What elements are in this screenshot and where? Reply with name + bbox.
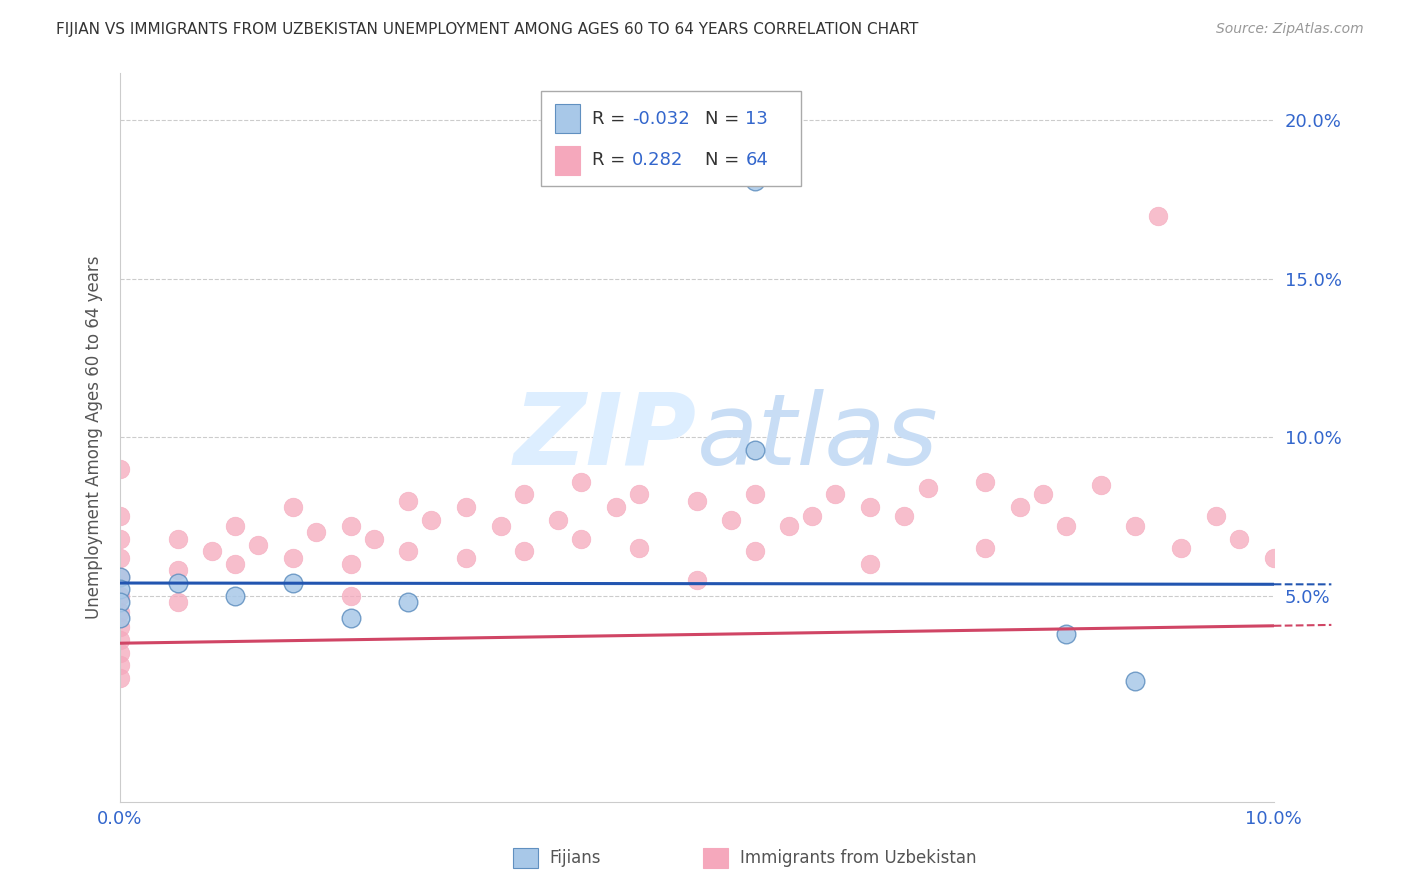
Point xyxy=(396,544,419,558)
Text: 0.282: 0.282 xyxy=(633,152,683,169)
Text: 13: 13 xyxy=(745,110,768,128)
Point xyxy=(108,646,131,660)
Point xyxy=(824,487,846,501)
Point xyxy=(363,532,385,546)
FancyBboxPatch shape xyxy=(541,91,800,186)
Point xyxy=(108,532,131,546)
Point xyxy=(108,570,131,584)
Point xyxy=(108,633,131,648)
Point xyxy=(744,174,766,188)
Point xyxy=(1123,674,1146,689)
Point xyxy=(628,541,651,556)
Point xyxy=(744,442,766,457)
Point xyxy=(1054,519,1077,533)
Point xyxy=(513,487,536,501)
Point xyxy=(974,475,997,489)
Point xyxy=(281,576,304,591)
Point xyxy=(859,557,882,571)
Text: Fijians: Fijians xyxy=(550,849,602,867)
Bar xyxy=(555,104,581,134)
Point xyxy=(108,462,131,476)
Point xyxy=(744,544,766,558)
Point xyxy=(1205,509,1227,524)
Text: N =: N = xyxy=(704,152,745,169)
Point xyxy=(605,500,627,514)
Point xyxy=(108,611,131,625)
Point xyxy=(859,500,882,514)
Point xyxy=(224,557,246,571)
Point xyxy=(305,525,328,540)
Point xyxy=(489,519,512,533)
Point xyxy=(108,509,131,524)
Text: ZIP: ZIP xyxy=(513,389,697,486)
Point xyxy=(166,563,188,577)
Point xyxy=(744,487,766,501)
Point xyxy=(1147,209,1170,223)
Y-axis label: Unemployment Among Ages 60 to 64 years: Unemployment Among Ages 60 to 64 years xyxy=(86,255,103,619)
Point xyxy=(108,605,131,619)
Text: Immigrants from Uzbekistan: Immigrants from Uzbekistan xyxy=(740,849,976,867)
Point xyxy=(513,544,536,558)
Point xyxy=(339,557,361,571)
Point xyxy=(224,519,246,533)
Point xyxy=(420,513,443,527)
Point xyxy=(778,519,800,533)
Point xyxy=(547,513,569,527)
Point xyxy=(1090,478,1112,492)
Point xyxy=(108,658,131,673)
Point xyxy=(1170,541,1192,556)
Point xyxy=(454,550,477,565)
Point xyxy=(396,595,419,609)
Point xyxy=(1123,519,1146,533)
Text: N =: N = xyxy=(704,110,745,128)
Text: Source: ZipAtlas.com: Source: ZipAtlas.com xyxy=(1216,22,1364,37)
Text: R =: R = xyxy=(592,152,631,169)
Point xyxy=(281,500,304,514)
Point xyxy=(108,570,131,584)
Point xyxy=(108,582,131,597)
Point xyxy=(1008,500,1031,514)
Text: 64: 64 xyxy=(745,152,768,169)
Point xyxy=(281,550,304,565)
Point xyxy=(339,611,361,625)
Point xyxy=(339,589,361,603)
Point xyxy=(1054,626,1077,640)
Point xyxy=(1032,487,1054,501)
Text: FIJIAN VS IMMIGRANTS FROM UZBEKISTAN UNEMPLOYMENT AMONG AGES 60 TO 64 YEARS CORR: FIJIAN VS IMMIGRANTS FROM UZBEKISTAN UNE… xyxy=(56,22,918,37)
Point xyxy=(108,671,131,685)
Point xyxy=(686,573,709,587)
Text: atlas: atlas xyxy=(697,389,938,486)
Point xyxy=(1227,532,1250,546)
Point xyxy=(166,595,188,609)
Text: -0.032: -0.032 xyxy=(633,110,690,128)
Point xyxy=(108,589,131,603)
Bar xyxy=(555,146,581,175)
Point xyxy=(686,493,709,508)
Point xyxy=(166,532,188,546)
Point xyxy=(801,509,824,524)
Point xyxy=(247,538,270,552)
Point xyxy=(108,550,131,565)
Point xyxy=(893,509,915,524)
Point xyxy=(571,532,593,546)
Point xyxy=(339,519,361,533)
Point xyxy=(108,595,131,609)
Point xyxy=(974,541,997,556)
Point xyxy=(917,481,939,495)
Point xyxy=(571,475,593,489)
Point xyxy=(396,493,419,508)
Point xyxy=(628,487,651,501)
Point xyxy=(201,544,224,558)
Point xyxy=(1263,550,1285,565)
Text: R =: R = xyxy=(592,110,631,128)
Point xyxy=(166,576,188,591)
Point xyxy=(224,589,246,603)
Point xyxy=(454,500,477,514)
Point xyxy=(108,620,131,634)
Point xyxy=(720,513,742,527)
